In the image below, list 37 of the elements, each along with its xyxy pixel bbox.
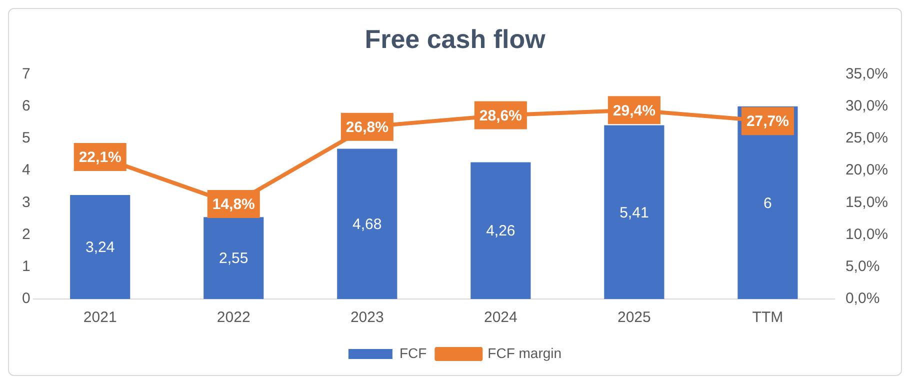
chart-title: Free cash flow bbox=[364, 24, 546, 54]
y-tick-label: 2 bbox=[22, 226, 30, 243]
legend-label: FCF margin bbox=[488, 344, 562, 361]
y2-tick-label: 5,0% bbox=[845, 258, 880, 276]
y-tick-label: 3 bbox=[22, 194, 30, 211]
data-label: 6 bbox=[764, 194, 772, 212]
y-tick-label: 4 bbox=[22, 162, 30, 179]
y-tick-label: 7 bbox=[22, 65, 30, 82]
x-tick-label: 2025 bbox=[618, 309, 651, 326]
data-label: 26,8% bbox=[346, 119, 388, 136]
y-tick-label: 0 bbox=[22, 290, 30, 308]
x-tick-label: 2022 bbox=[216, 309, 250, 326]
data-label: 2,55 bbox=[219, 250, 248, 268]
y-tick-label: 1 bbox=[22, 258, 30, 276]
data-label: 3,24 bbox=[86, 239, 115, 256]
y2-tick-label: 35,0% bbox=[845, 65, 888, 82]
y2-tick-label: 20,0% bbox=[845, 162, 888, 179]
data-label: 5,41 bbox=[620, 204, 649, 222]
y2-tick-label: 0,0% bbox=[845, 290, 880, 308]
y2-tick-label: 10,0% bbox=[845, 226, 888, 243]
y2-tick-label: 30,0% bbox=[845, 97, 888, 114]
y2-tick-label: 15,0% bbox=[845, 194, 888, 211]
x-tick-label: 2021 bbox=[83, 309, 117, 326]
data-label: 22,1% bbox=[78, 149, 122, 166]
data-label: 14,8% bbox=[212, 196, 255, 214]
data-label: 4,26 bbox=[486, 222, 516, 240]
x-tick-label: 2024 bbox=[484, 309, 518, 326]
x-tick-label: 2023 bbox=[350, 309, 384, 326]
legend-label: FCF bbox=[399, 344, 427, 361]
y-tick-label: 5 bbox=[22, 130, 30, 147]
data-label: 29,4% bbox=[612, 102, 656, 120]
y2-tick-label: 25,0% bbox=[845, 130, 888, 147]
y-tick-label: 6 bbox=[22, 97, 30, 114]
data-label: 4,68 bbox=[352, 216, 382, 233]
data-label: 28,6% bbox=[479, 107, 522, 124]
data-label: 27,7% bbox=[746, 113, 789, 130]
x-tick-label: TTM bbox=[752, 309, 784, 326]
